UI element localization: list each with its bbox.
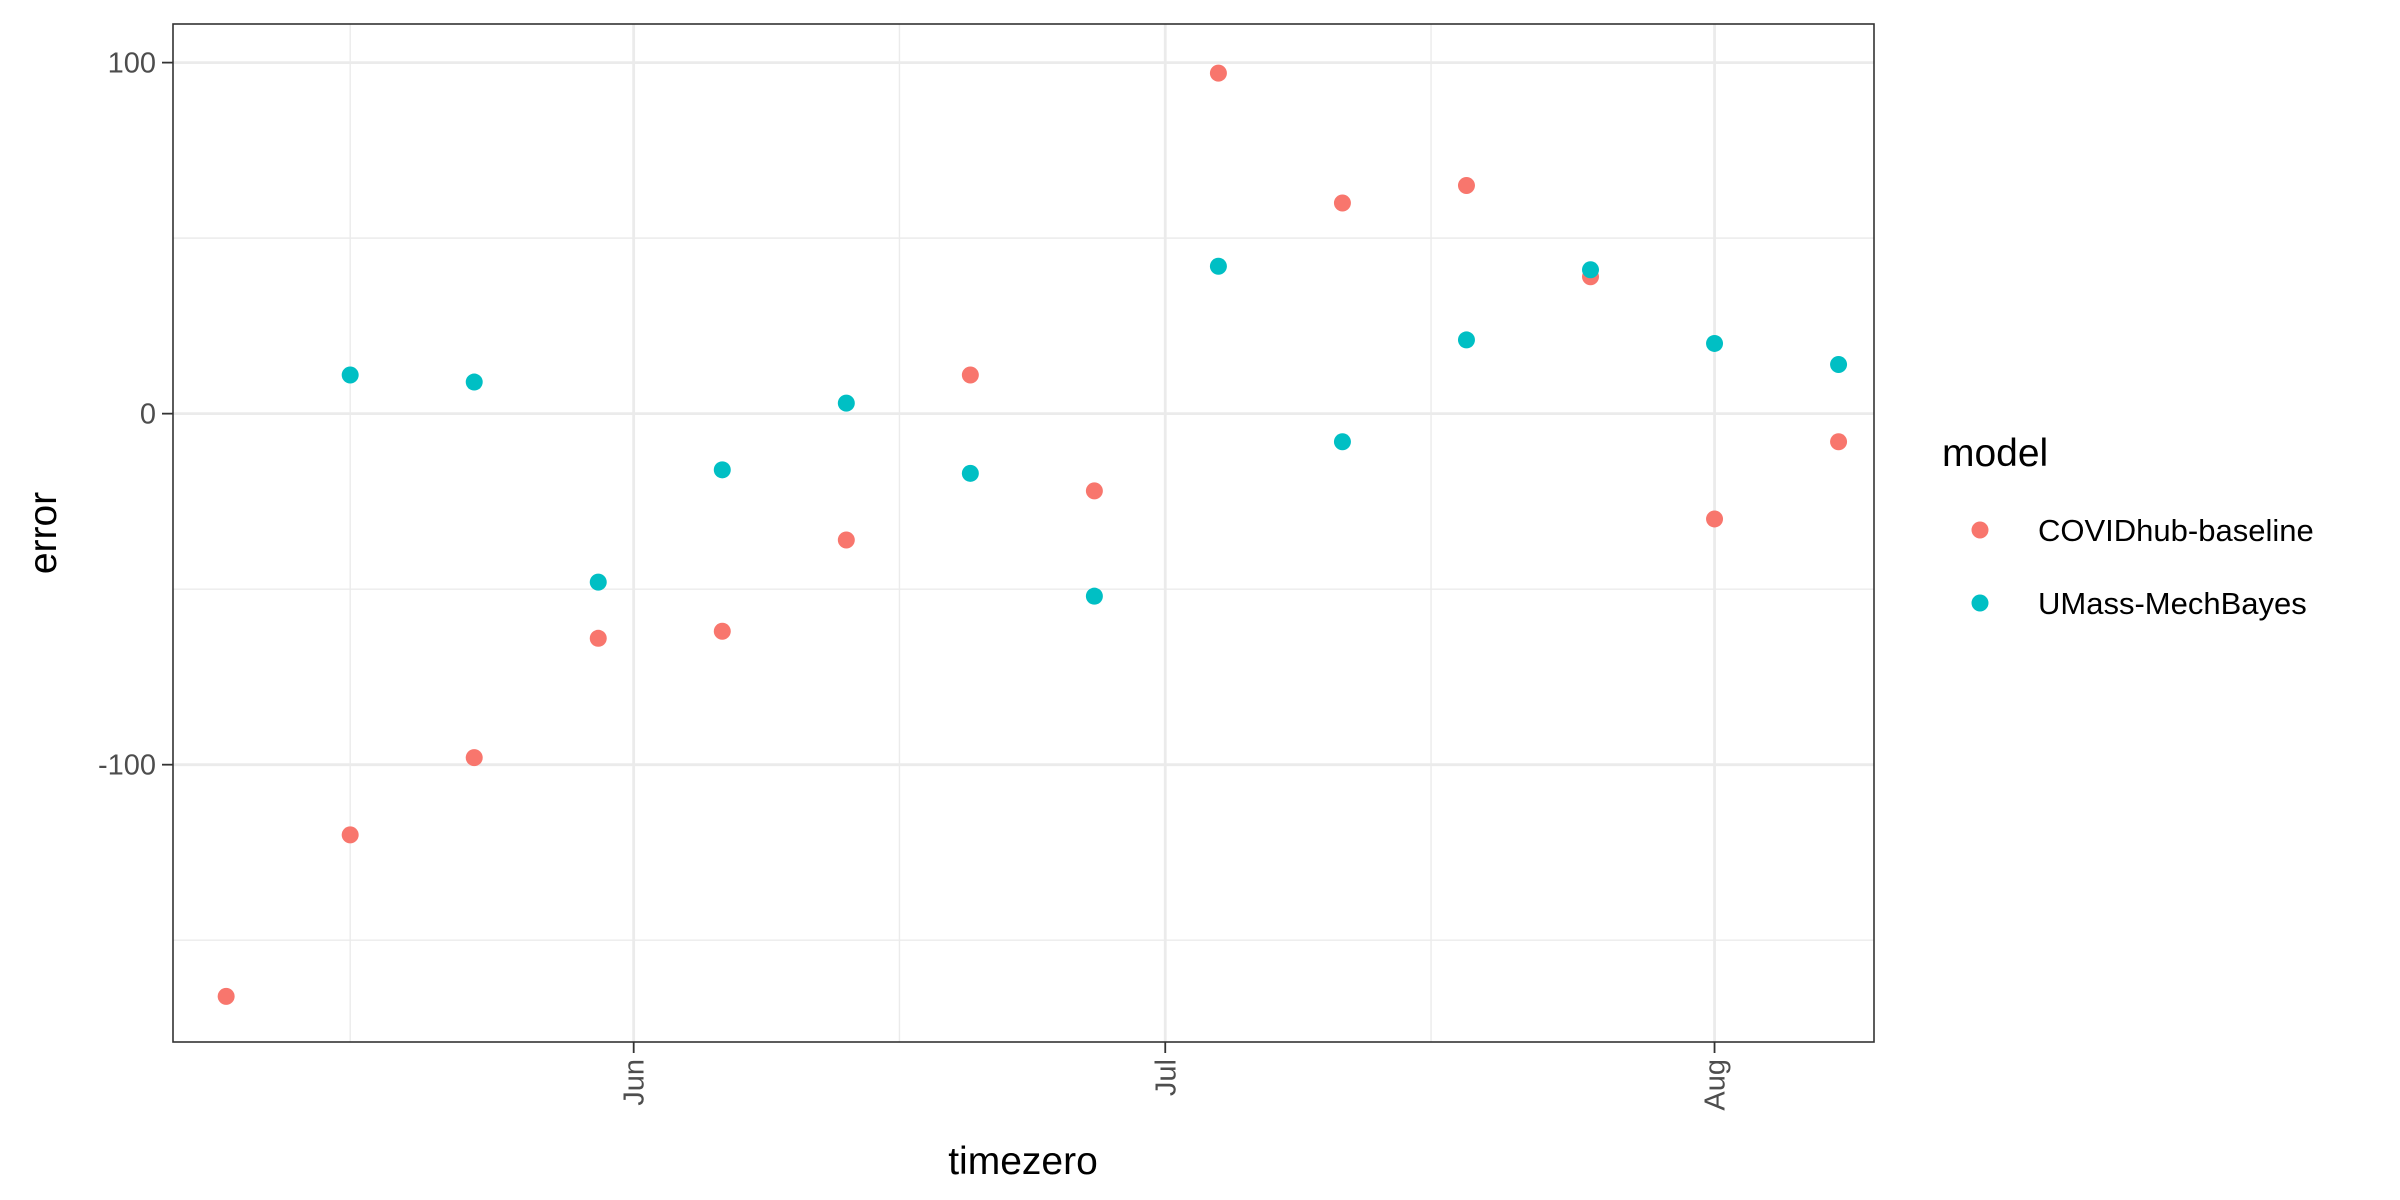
x-axis-ticks: Jun Jul Aug [619, 1042, 1732, 1111]
x-tick-label: Jun [619, 1059, 651, 1106]
point-covidhub-baseline [1333, 194, 1351, 212]
legend-label-umass-mechbayes: UMass-MechBayes [2038, 586, 2307, 621]
point-covidhub-baseline [1706, 510, 1724, 528]
point-covidhub-baseline [837, 531, 855, 549]
point-covidhub-baseline [341, 826, 359, 844]
data-points [217, 64, 1848, 1005]
point-covidhub-baseline [1457, 176, 1475, 194]
point-umass-mechbayes [837, 394, 855, 412]
point-umass-mechbayes [589, 573, 607, 591]
point-umass-mechbayes [1582, 261, 1599, 279]
x-tick-label: Jul [1150, 1059, 1182, 1096]
point-umass-mechbayes [341, 366, 359, 384]
y-axis-ticks: 100 0 -100 [98, 48, 173, 782]
point-umass-mechbayes [1333, 433, 1351, 451]
minor-gridlines [173, 24, 1874, 1042]
y-tick-label: -100 [98, 750, 156, 782]
point-covidhub-baseline [217, 987, 235, 1005]
legend: model COVIDhub-baseline UMass-MechBayes [1942, 432, 2314, 621]
point-umass-mechbayes [1830, 356, 1848, 374]
legend-items: COVIDhub-baseline UMass-MechBayes [1971, 513, 2314, 621]
point-covidhub-baseline [1085, 482, 1103, 500]
legend-label-covidhub-baseline: COVIDhub-baseline [2038, 513, 2314, 548]
point-covidhub-baseline [465, 749, 483, 767]
major-gridlines [173, 24, 1874, 1042]
point-covidhub-baseline [589, 629, 607, 647]
point-covidhub-baseline [713, 622, 731, 640]
point-umass-mechbayes [961, 464, 979, 482]
legend-title: model [1942, 432, 2048, 475]
x-axis-title: timezero [948, 1140, 1098, 1183]
point-umass-mechbayes [1457, 331, 1475, 349]
point-umass-mechbayes [713, 461, 731, 479]
point-covidhub-baseline [1830, 433, 1848, 451]
y-axis-title: error [22, 492, 65, 574]
legend-key-covidhub-baseline [1971, 521, 1989, 539]
point-umass-mechbayes [1706, 334, 1724, 352]
point-umass-mechbayes [1085, 587, 1103, 605]
point-covidhub-baseline [1209, 64, 1227, 82]
x-tick-label: Aug [1700, 1059, 1732, 1111]
y-tick-label: 0 [140, 399, 156, 431]
legend-key-umass-mechbayes [1971, 594, 1989, 612]
point-covidhub-baseline [961, 366, 979, 384]
point-umass-mechbayes [1209, 257, 1227, 275]
point-umass-mechbayes [465, 373, 483, 391]
plot-background [173, 24, 1874, 1042]
plot-panel-border [172, 23, 1875, 1043]
y-tick-label: 100 [108, 48, 156, 80]
